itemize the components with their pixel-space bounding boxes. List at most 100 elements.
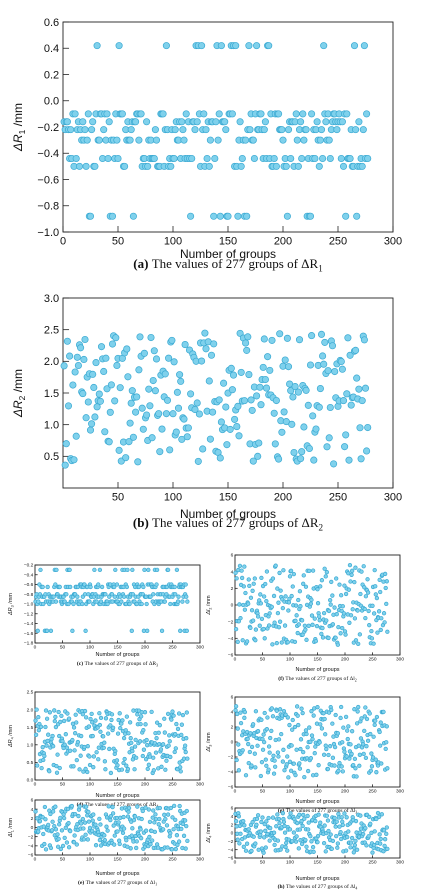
data-point <box>348 613 354 618</box>
data-point <box>278 428 286 436</box>
data-point <box>173 388 181 396</box>
data-point <box>71 601 76 607</box>
data-point <box>235 432 243 440</box>
data-point <box>238 720 244 726</box>
x-axis-title: Number of groups <box>180 507 276 521</box>
data-point <box>269 706 275 711</box>
data-point <box>242 823 247 828</box>
x-tick-label: 250 <box>368 860 376 866</box>
data-point <box>147 333 155 342</box>
data-point <box>261 375 269 384</box>
data-point <box>385 846 390 851</box>
data-point <box>384 724 389 729</box>
data-point <box>295 713 300 718</box>
data-point <box>381 709 386 715</box>
data-point <box>319 631 324 637</box>
data-point <box>182 818 188 823</box>
data-point <box>353 638 359 643</box>
data-point <box>334 819 339 824</box>
data-point <box>44 716 50 721</box>
data-point <box>111 823 116 828</box>
data-point <box>262 384 271 392</box>
data-point <box>256 383 264 391</box>
data-point <box>300 710 305 716</box>
data-point <box>300 423 308 431</box>
data-point <box>115 42 123 50</box>
data-point <box>335 841 341 846</box>
data-point <box>290 717 295 723</box>
data-point <box>297 766 303 771</box>
data-point <box>43 724 48 730</box>
data-point <box>145 766 150 772</box>
data-point <box>238 831 243 836</box>
data-point <box>382 620 387 625</box>
data-point <box>198 357 206 365</box>
data-point <box>132 408 140 416</box>
data-point <box>170 709 175 714</box>
data-point <box>288 768 294 773</box>
data-point <box>326 608 332 614</box>
y-tick-label: −4 <box>228 770 234 776</box>
data-point <box>308 110 316 118</box>
data-point <box>352 346 360 354</box>
data-point <box>76 813 81 819</box>
y-tick-label: 4 <box>31 807 34 813</box>
data-point <box>167 733 172 738</box>
data-point <box>337 154 345 163</box>
data-point <box>291 382 299 391</box>
data-point <box>295 820 300 826</box>
x-tick-label: 300 <box>384 236 402 248</box>
data-point <box>310 568 316 573</box>
data-point <box>60 739 65 744</box>
data-point <box>272 162 280 170</box>
x-tick-label: 100 <box>86 857 94 863</box>
data-point <box>345 736 350 742</box>
data-point <box>330 755 336 760</box>
data-point <box>66 352 74 360</box>
data-point <box>56 709 61 715</box>
data-point <box>352 842 358 848</box>
y-tick-label: 6 <box>31 798 34 804</box>
data-point <box>276 754 281 759</box>
data-point <box>318 584 323 589</box>
data-point <box>336 768 341 773</box>
data-point <box>282 830 288 835</box>
data-point <box>151 126 159 134</box>
data-point <box>317 126 326 134</box>
data-point <box>91 413 99 421</box>
data-point <box>125 844 130 849</box>
data-point <box>144 601 149 607</box>
data-point <box>182 110 190 118</box>
data-point <box>143 722 148 727</box>
data-point <box>63 118 71 126</box>
x-tick-label: 0 <box>34 645 37 651</box>
data-point <box>385 766 390 771</box>
data-point <box>378 743 383 748</box>
data-point <box>238 154 246 163</box>
y-tick-label: 6 <box>231 806 234 812</box>
data-point <box>322 118 330 126</box>
data-point <box>109 717 114 723</box>
data-point <box>243 590 248 596</box>
data-point <box>291 761 297 766</box>
data-point <box>266 366 274 374</box>
data-point <box>185 756 190 761</box>
data-point <box>308 834 313 839</box>
data-point <box>374 595 380 601</box>
data-point <box>377 577 382 582</box>
data-point <box>316 763 321 768</box>
data-point <box>257 110 265 118</box>
data-point <box>66 716 72 721</box>
data-point <box>340 769 345 774</box>
data-point <box>199 445 207 453</box>
data-point <box>361 751 366 757</box>
data-point <box>158 425 166 433</box>
data-point <box>266 623 272 628</box>
data-point <box>143 805 148 810</box>
data-point <box>53 827 59 832</box>
data-point <box>50 733 55 739</box>
data-point <box>135 366 143 374</box>
data-point <box>61 461 69 469</box>
data-point <box>238 615 243 621</box>
data-point <box>159 628 165 633</box>
